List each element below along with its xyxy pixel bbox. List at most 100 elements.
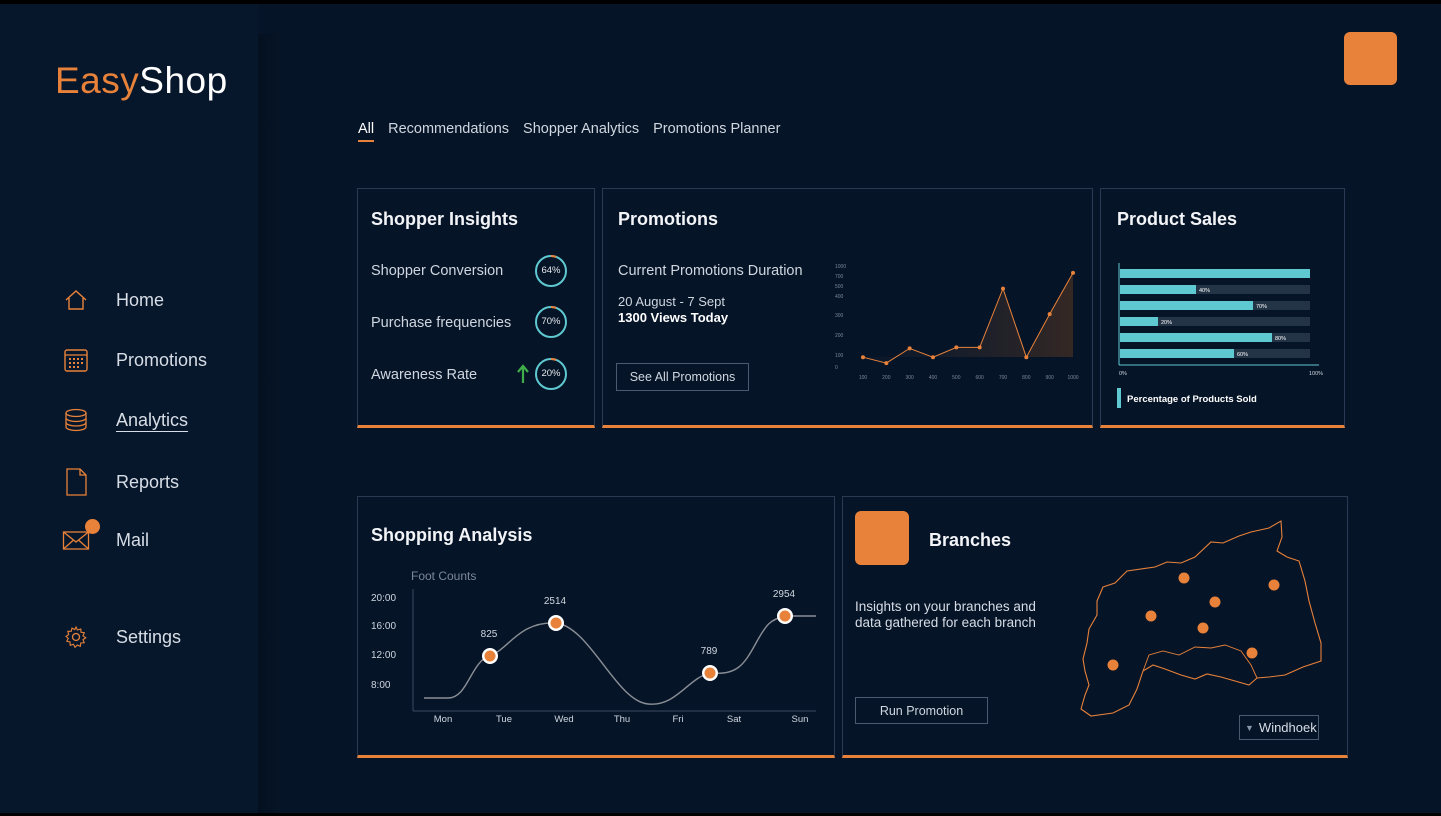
sidebar-item-label: Mail	[116, 530, 149, 551]
x-tick-label: 100	[859, 375, 868, 381]
branch-marker	[1210, 597, 1221, 608]
sidebar-item-home[interactable]: Home	[62, 286, 164, 314]
x-tick-label: 200	[882, 375, 891, 381]
y-tick-label: 12:00	[371, 650, 396, 661]
y-tick-label: 8:00	[371, 680, 391, 691]
legend-label: Percentage of Products Sold	[1127, 394, 1257, 405]
x-tick-label: Mon	[434, 714, 452, 725]
tab-promotions-planner[interactable]: Promotions Planner	[653, 121, 780, 142]
branches-card: Branches Insights on your branches and d…	[842, 496, 1348, 758]
y-tick-label: 16:00	[371, 621, 396, 632]
point-value-label: 2954	[773, 589, 796, 600]
product-sales-bar-chart: 40%70%20%80%60%0% 100%	[1111, 259, 1336, 379]
highlight-point	[705, 668, 716, 679]
bar	[1120, 317, 1158, 326]
app-logo[interactable]: EasyShop	[55, 60, 228, 102]
filter-tabs: All Recommendations Shopper Analytics Pr…	[358, 121, 780, 142]
document-icon	[62, 468, 90, 496]
x-tick-label: Sun	[792, 714, 809, 725]
point-value-label: 2514	[544, 596, 567, 607]
product-sales-card: Product Sales 40% 70% 20% 80% 60% 0% 100% Perc…	[1100, 188, 1345, 428]
x-tick-label: Fri	[672, 714, 683, 725]
bar-label: 60%	[1237, 352, 1248, 358]
y-tick-label: 1000	[835, 264, 846, 270]
x-tick-label: 300	[905, 375, 914, 381]
bar	[1120, 285, 1196, 294]
highlight-point	[551, 618, 562, 629]
arrow-up-icon	[516, 364, 530, 389]
x-tick-label: 500	[952, 375, 961, 381]
purchase-frequencies-value: 70%	[534, 316, 568, 327]
sidebar-item-label: Promotions	[116, 350, 207, 371]
gear-icon	[62, 623, 90, 651]
x-tick-label: 700	[999, 375, 1008, 381]
x-tick-label: Thu	[614, 714, 630, 725]
y-tick-label: 100	[835, 353, 844, 359]
logo-easy-text: Easy	[55, 60, 139, 101]
location-select-value: Windhoek	[1259, 720, 1317, 735]
bar	[1120, 301, 1253, 310]
tab-all[interactable]: All	[358, 121, 374, 142]
purchase-frequencies-ring: 70%	[534, 305, 568, 339]
data-point	[861, 355, 865, 359]
see-all-promotions-button[interactable]: See All Promotions	[616, 363, 749, 391]
x-tick-label: 900	[1045, 375, 1054, 381]
point-value-label: 825	[481, 629, 498, 640]
branches-icon-tile	[855, 511, 909, 565]
tab-recommendations[interactable]: Recommendations	[388, 121, 509, 142]
branch-marker	[1198, 623, 1209, 634]
data-point	[884, 361, 888, 365]
shopping-analysis-line-chart: 20:00 16:00 12:00 8:00 Mon Tue Wed Thu Fri Sat Sun…	[358, 583, 828, 733]
sidebar-item-promotions[interactable]: Promotions	[62, 346, 207, 374]
sidebar-item-analytics[interactable]: Analytics	[62, 406, 188, 434]
data-point	[908, 346, 912, 350]
sidebar-item-label: Analytics	[116, 410, 188, 431]
branch-marker	[1269, 580, 1280, 591]
sidebar-item-reports[interactable]: Reports	[62, 468, 179, 496]
branch-markers	[1108, 573, 1280, 671]
bar	[1120, 269, 1310, 278]
branch-marker	[1146, 611, 1157, 622]
bar-label: 20%	[1161, 320, 1172, 326]
data-point	[1048, 312, 1052, 316]
card-title: Shopper Insights	[371, 209, 518, 230]
data-point	[931, 355, 935, 359]
tab-shopper-analytics[interactable]: Shopper Analytics	[523, 121, 639, 142]
promotions-subtitle: Current Promotions Duration	[618, 263, 803, 279]
sidebar-item-label: Reports	[116, 472, 179, 493]
location-select[interactable]: ▼ Windhoek	[1239, 715, 1319, 740]
highlight-point	[485, 651, 496, 662]
awareness-rate-ring: 20%	[534, 357, 568, 391]
branch-marker	[1179, 573, 1190, 584]
database-icon	[62, 406, 90, 434]
caret-down-icon: ▼	[1245, 723, 1254, 733]
promotions-area-chart: 01002003004005007001000100 200 300 400 500 60…	[823, 259, 1083, 399]
ring-progress-arc	[551, 359, 556, 360]
awareness-rate-value: 20%	[534, 368, 568, 379]
x-tick-label: 1000	[1067, 375, 1078, 381]
promotion-dates: 20 August - 7 Sept	[618, 294, 725, 309]
data-point	[1001, 287, 1005, 291]
card-title: Promotions	[618, 209, 718, 230]
sidebar-item-settings[interactable]: Settings	[62, 623, 181, 651]
sidebar-item-mail[interactable]: Mail	[62, 526, 149, 554]
home-icon	[62, 286, 90, 314]
y-tick-label: 0	[835, 365, 838, 371]
branch-marker	[1108, 660, 1119, 671]
data-point	[954, 345, 958, 349]
y-tick-label: 700	[835, 274, 844, 280]
shopper-conversion-label: Shopper Conversion	[371, 263, 503, 279]
x-tick-label: Wed	[554, 714, 573, 725]
mail-notification-badge	[85, 519, 100, 534]
promotions-card: Promotions Current Promotions Duration 2…	[602, 188, 1093, 428]
x-tick-label: Tue	[496, 714, 512, 725]
branches-description: Insights on your branches and data gathe…	[855, 599, 1040, 630]
run-promotion-button[interactable]: Run Promotion	[855, 697, 988, 724]
x-tick-label: 800	[1022, 375, 1031, 381]
user-menu-button[interactable]	[1344, 32, 1397, 85]
ring-progress-arc	[551, 256, 556, 257]
card-title: Branches	[929, 530, 1011, 551]
promotion-views: 1300 Views Today	[618, 310, 728, 325]
x-tick-label: 400	[929, 375, 938, 381]
sidebar-divider	[258, 34, 280, 813]
